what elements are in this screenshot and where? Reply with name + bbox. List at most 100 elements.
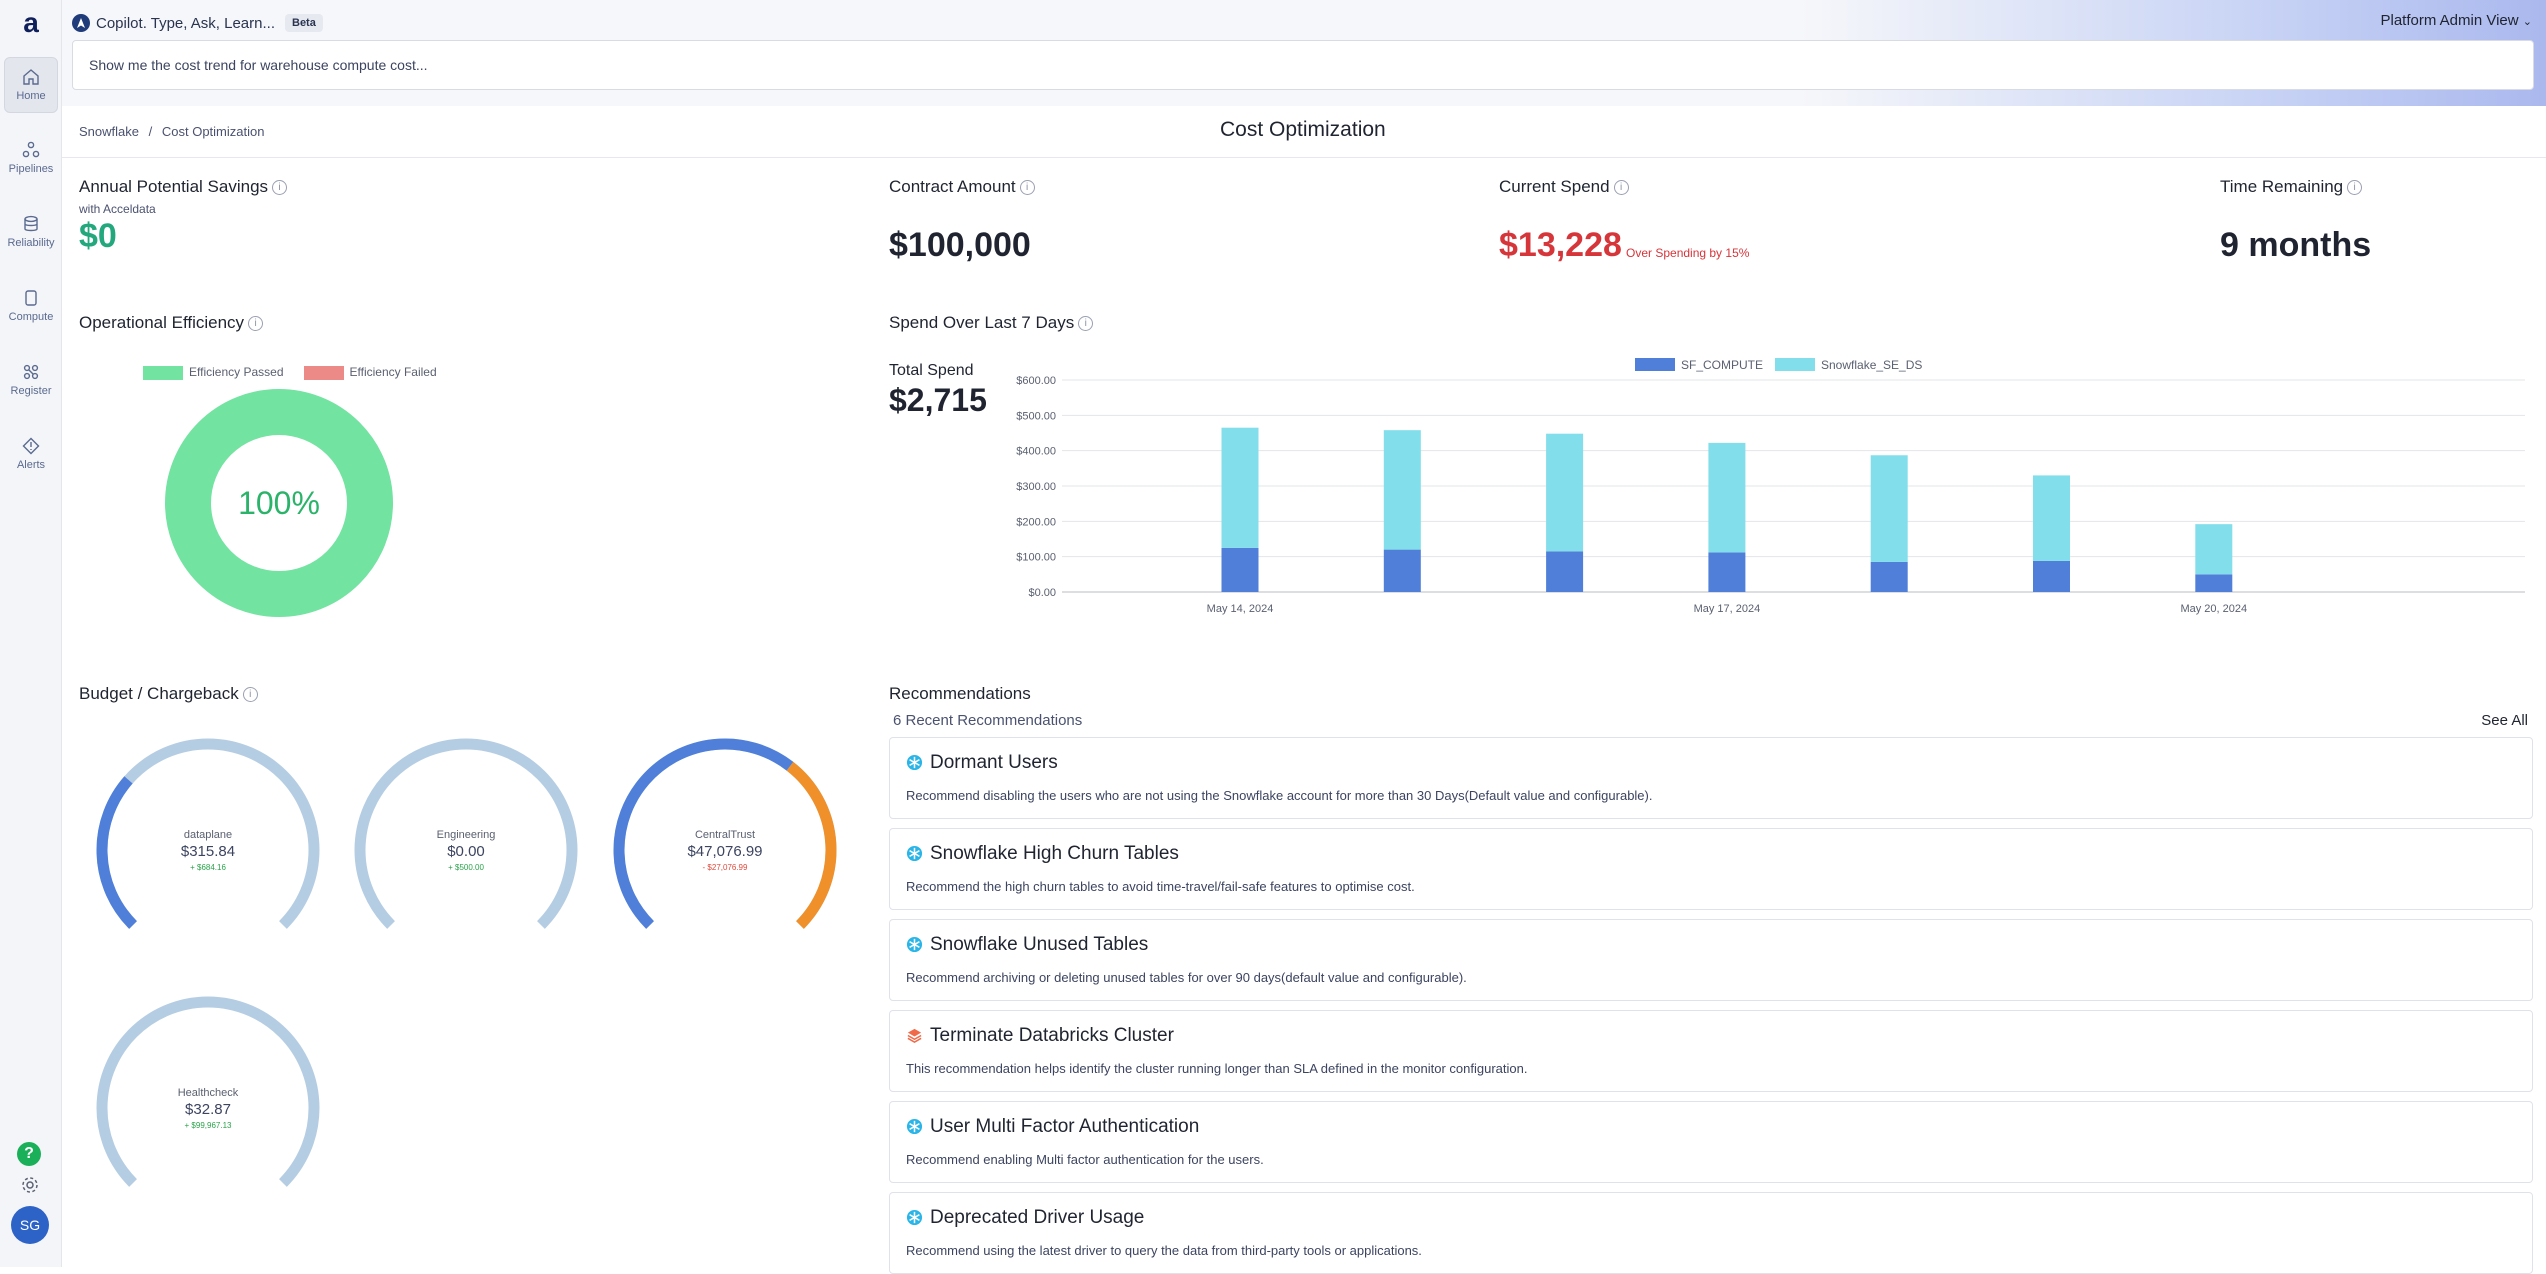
snowflake-icon (906, 1118, 923, 1135)
legend-item-failed[interactable]: Efficiency Failed (303, 365, 437, 380)
recommendation-card[interactable]: Snowflake Unused Tables Recommend archivi… (889, 919, 2533, 1001)
info-icon[interactable]: i (1078, 316, 1094, 332)
current-spend-title: Current Spend i (1499, 177, 1629, 197)
bar-sf-compute[interactable] (1383, 549, 1421, 592)
bar-sf-compute[interactable] (2033, 560, 2070, 592)
avatar[interactable]: SG (11, 1206, 49, 1244)
gauge-delta: + $684.16 (190, 863, 226, 872)
bar-snowflake-se-ds[interactable] (1221, 427, 1259, 548)
budget-label: Budget / Chargeback (79, 684, 239, 703)
gauge-value: $47,076.99 (687, 843, 762, 860)
recommendation-description: Recommend disabling the users who are no… (906, 788, 1653, 803)
y-tick-label: $400.00 (1016, 446, 1056, 458)
see-all-link[interactable]: See All (2481, 712, 2528, 729)
legend-label: Efficiency Failed (349, 365, 437, 379)
bar-snowflake-se-ds[interactable] (1546, 433, 1584, 552)
bar-sf-compute[interactable] (1708, 552, 1746, 592)
bar-snowflake-se-ds[interactable] (1383, 430, 1421, 550)
recommendation-card[interactable]: User Multi Factor Authentication Recommen… (889, 1101, 2533, 1183)
recommendation-card[interactable]: Deprecated Driver Usage Recommend using t… (889, 1192, 2533, 1274)
recommendation-title[interactable]: Deprecated Driver Usage (930, 1207, 1145, 1228)
platform-view-dropdown[interactable]: Platform Admin View ⌄ (2380, 12, 2532, 29)
contract-label: Contract Amount (889, 177, 1016, 196)
recommendation-title[interactable]: Snowflake Unused Tables (930, 934, 1149, 955)
page-title: Cost Optimization (1220, 118, 1386, 141)
breadcrumb: Snowflake / Cost Optimization (79, 124, 264, 139)
legend-swatch[interactable] (1635, 358, 1675, 371)
bar-snowflake-se-ds[interactable] (1708, 442, 1746, 553)
sidebar-item-compute[interactable]: Compute (4, 279, 58, 335)
recommendation-description: Recommend enabling Multi factor authenti… (906, 1152, 1264, 1167)
bar-snowflake-se-ds[interactable] (2033, 475, 2070, 561)
legend-swatch (303, 365, 344, 380)
recommendation-description: This recommendation helps identify the c… (906, 1061, 1528, 1076)
bar-snowflake-se-ds[interactable] (1870, 455, 1908, 562)
bar-snowflake-se-ds[interactable] (2195, 524, 2233, 575)
info-icon[interactable]: i (242, 687, 258, 703)
info-icon[interactable]: i (1613, 180, 1629, 196)
info-icon[interactable]: i (2347, 180, 2363, 196)
recommendation-title[interactable]: Dormant Users (930, 752, 1058, 773)
sidebar-item-home[interactable]: Home (4, 57, 58, 113)
recommendation-title[interactable]: User Multi Factor Authentication (930, 1116, 1200, 1137)
gear-icon[interactable] (20, 1175, 40, 1195)
help-icon[interactable]: ? (17, 1142, 41, 1166)
bar-sf-compute[interactable] (2195, 574, 2233, 592)
info-icon[interactable]: i (248, 316, 264, 332)
recommendation-description: Recommend using the latest driver to que… (906, 1243, 1422, 1258)
gauge-track (354, 738, 578, 929)
savings-label: Annual Potential Savings (79, 177, 269, 196)
legend-swatch (143, 365, 183, 380)
beta-badge: Beta (285, 14, 323, 32)
donut-passed-ring[interactable] (165, 389, 393, 617)
legend-swatch[interactable] (1775, 358, 1815, 371)
y-tick-label: $200.00 (1016, 516, 1056, 528)
legend-label: Efficiency Passed (189, 365, 284, 379)
current-spend-value: $13,228 (1499, 226, 1622, 264)
sidebar-item-register[interactable]: Register (4, 353, 58, 409)
info-icon[interactable]: i (1019, 180, 1035, 196)
copilot-title: Copilot. Type, Ask, Learn... (96, 14, 275, 32)
bar-sf-compute[interactable] (1870, 561, 1908, 592)
acceldata-logo[interactable]: a (23, 7, 39, 38)
divider (62, 157, 2546, 158)
recommendation-card[interactable]: Terminate Databricks Cluster This recomme… (889, 1010, 2533, 1092)
recommendation-card[interactable]: Dormant Users Recommend disabling the use… (889, 737, 2533, 819)
budget-title: Budget / Chargeback i (79, 684, 258, 704)
savings-value: $0 (79, 217, 117, 255)
sidebar: a Home Pipelines Reliability Compute Reg… (0, 0, 62, 1267)
snowflake-icon (906, 754, 923, 771)
recommendation-description: Recommend archiving or deleting unused t… (906, 970, 1467, 985)
gauge-value-arc[interactable] (96, 776, 137, 929)
savings-title: Annual Potential Savings i (79, 177, 288, 197)
breadcrumb-root[interactable]: Snowflake (79, 124, 139, 139)
bar-sf-compute[interactable] (1546, 551, 1584, 592)
recommendations-title: Recommendations (889, 684, 1031, 703)
recommendation-card[interactable]: Snowflake High Churn Tables Recommend the… (889, 828, 2533, 910)
sidebar-item-alerts[interactable]: Alerts (4, 427, 58, 483)
contract-title: Contract Amount i (889, 177, 1035, 197)
gauge-delta: + $500.00 (448, 863, 484, 872)
budget-gauges: dataplane $315.84 + $684.16 Engineering $0.0… (96, 738, 837, 1187)
copilot-input[interactable] (72, 40, 2534, 90)
sidebar-item-reliability[interactable]: Reliability (4, 205, 58, 261)
gauge-overspend-arc[interactable] (786, 761, 837, 929)
recommendation-title[interactable]: Snowflake High Churn Tables (930, 843, 1179, 864)
info-icon[interactable]: i (272, 180, 288, 196)
time-remaining-value: 9 months (2220, 226, 2372, 264)
legend-item-passed[interactable]: Efficiency Passed (143, 365, 284, 380)
sidebar-item-pipelines[interactable]: Pipelines (4, 131, 58, 187)
sidebar-item-label: Home (16, 90, 46, 102)
breadcrumb-current: Cost Optimization (161, 124, 265, 139)
recommendation-title[interactable]: Terminate Databricks Cluster (930, 1025, 1174, 1046)
reliability-icon (24, 215, 38, 232)
total-spend-label: Total Spend (889, 362, 974, 379)
sidebar-item-label: Pipelines (8, 163, 54, 175)
current-spend-label: Current Spend (1499, 177, 1610, 196)
bar-sf-compute[interactable] (1221, 547, 1259, 592)
y-tick-label: $100.00 (1016, 552, 1056, 564)
snowflake-icon (906, 936, 923, 953)
gauge-value-arc[interactable] (613, 738, 794, 929)
efficiency-legend: Efficiency Passed Efficiency Failed (143, 365, 437, 380)
home-icon (23, 69, 39, 85)
